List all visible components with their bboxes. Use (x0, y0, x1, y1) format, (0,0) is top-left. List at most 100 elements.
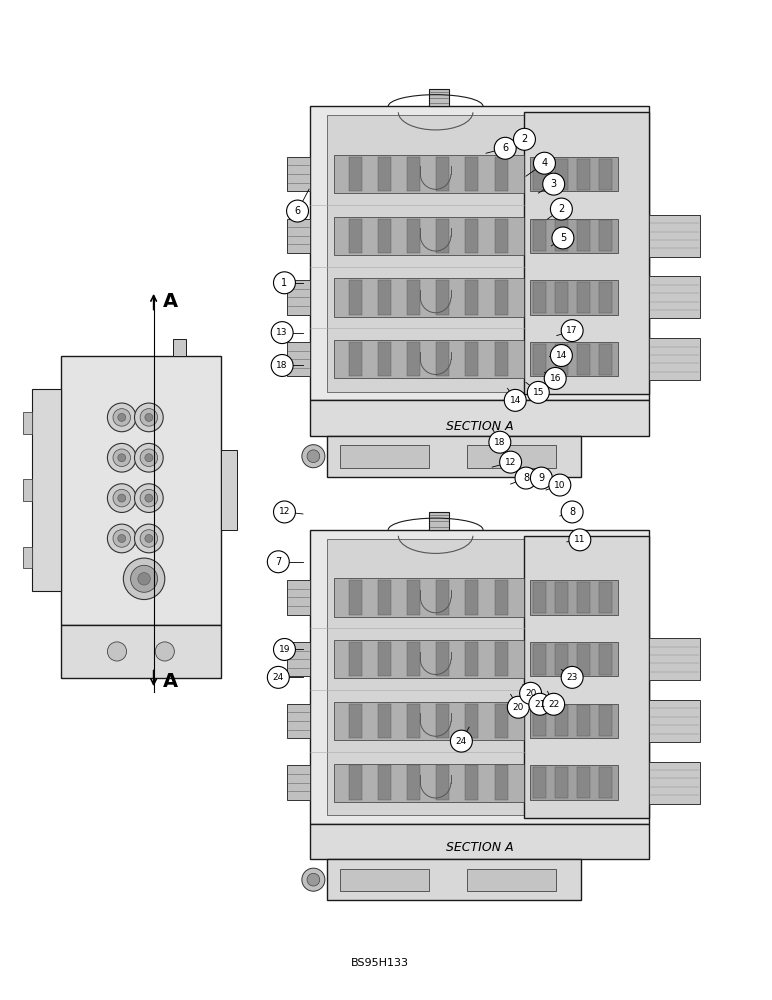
FancyBboxPatch shape (533, 644, 547, 675)
FancyBboxPatch shape (310, 824, 649, 859)
FancyBboxPatch shape (378, 704, 391, 738)
FancyBboxPatch shape (334, 702, 523, 740)
Text: 1: 1 (282, 278, 287, 288)
FancyBboxPatch shape (334, 340, 523, 378)
FancyBboxPatch shape (523, 536, 649, 818)
Circle shape (549, 474, 571, 496)
Text: BS95H133: BS95H133 (351, 958, 409, 968)
Circle shape (307, 873, 320, 886)
FancyBboxPatch shape (495, 580, 508, 615)
Circle shape (273, 638, 296, 660)
Text: 13: 13 (276, 328, 288, 337)
FancyBboxPatch shape (327, 436, 581, 477)
Text: 2: 2 (521, 134, 527, 144)
FancyBboxPatch shape (378, 157, 391, 191)
FancyBboxPatch shape (555, 220, 568, 251)
FancyBboxPatch shape (577, 767, 591, 798)
Circle shape (118, 413, 126, 421)
Circle shape (107, 484, 136, 512)
FancyBboxPatch shape (555, 767, 568, 798)
Circle shape (507, 696, 530, 718)
Circle shape (124, 558, 164, 600)
Circle shape (140, 489, 157, 507)
FancyBboxPatch shape (428, 512, 449, 530)
Circle shape (134, 524, 163, 553)
Circle shape (145, 413, 153, 421)
Circle shape (529, 693, 550, 715)
FancyBboxPatch shape (533, 705, 547, 736)
Circle shape (140, 409, 157, 426)
FancyBboxPatch shape (286, 342, 310, 376)
FancyBboxPatch shape (349, 219, 362, 253)
Text: 20: 20 (513, 703, 524, 712)
Circle shape (107, 642, 127, 661)
FancyBboxPatch shape (467, 869, 556, 891)
FancyBboxPatch shape (407, 157, 420, 191)
FancyBboxPatch shape (334, 640, 523, 678)
FancyBboxPatch shape (495, 642, 508, 676)
Circle shape (302, 868, 325, 891)
FancyBboxPatch shape (334, 217, 523, 255)
Text: 11: 11 (574, 535, 586, 544)
Circle shape (520, 682, 542, 704)
FancyBboxPatch shape (327, 115, 632, 392)
FancyBboxPatch shape (407, 704, 420, 738)
FancyBboxPatch shape (555, 644, 568, 675)
FancyBboxPatch shape (555, 282, 568, 313)
FancyBboxPatch shape (577, 220, 591, 251)
Text: A: A (163, 672, 178, 691)
Text: 16: 16 (550, 374, 561, 383)
Circle shape (130, 565, 157, 592)
Text: 9: 9 (538, 473, 544, 483)
Circle shape (544, 367, 566, 389)
FancyBboxPatch shape (173, 339, 185, 356)
FancyBboxPatch shape (436, 219, 449, 253)
FancyBboxPatch shape (533, 767, 547, 798)
Circle shape (134, 443, 163, 472)
FancyBboxPatch shape (334, 578, 523, 617)
FancyBboxPatch shape (286, 157, 310, 191)
FancyBboxPatch shape (436, 580, 449, 615)
FancyBboxPatch shape (599, 705, 612, 736)
FancyBboxPatch shape (577, 344, 591, 375)
Circle shape (561, 501, 583, 523)
Text: 14: 14 (510, 396, 521, 405)
Circle shape (271, 355, 293, 376)
FancyBboxPatch shape (530, 765, 618, 800)
FancyBboxPatch shape (555, 705, 568, 736)
Text: 19: 19 (279, 645, 290, 654)
FancyBboxPatch shape (466, 342, 479, 376)
Circle shape (273, 272, 296, 294)
Circle shape (118, 534, 126, 542)
FancyBboxPatch shape (436, 157, 449, 191)
FancyBboxPatch shape (599, 282, 612, 313)
FancyBboxPatch shape (577, 159, 591, 190)
FancyBboxPatch shape (407, 280, 420, 315)
FancyBboxPatch shape (349, 642, 362, 676)
Circle shape (113, 530, 130, 547)
FancyBboxPatch shape (407, 342, 420, 376)
Circle shape (286, 200, 309, 222)
Text: 2: 2 (558, 204, 564, 214)
FancyBboxPatch shape (334, 155, 523, 193)
FancyBboxPatch shape (599, 644, 612, 675)
Text: 24: 24 (273, 673, 284, 682)
Text: 8: 8 (523, 473, 529, 483)
Circle shape (155, 642, 174, 661)
FancyBboxPatch shape (61, 625, 221, 678)
FancyBboxPatch shape (649, 276, 700, 318)
FancyBboxPatch shape (466, 704, 479, 738)
FancyBboxPatch shape (466, 280, 479, 315)
FancyBboxPatch shape (349, 765, 362, 800)
FancyBboxPatch shape (349, 580, 362, 615)
FancyBboxPatch shape (407, 580, 420, 615)
Circle shape (118, 454, 126, 462)
FancyBboxPatch shape (340, 869, 428, 891)
Text: 12: 12 (505, 458, 516, 467)
Text: 18: 18 (494, 438, 506, 447)
FancyBboxPatch shape (340, 445, 428, 468)
FancyBboxPatch shape (32, 389, 61, 591)
FancyBboxPatch shape (378, 580, 391, 615)
Text: SECTION A: SECTION A (446, 420, 513, 433)
FancyBboxPatch shape (407, 219, 420, 253)
